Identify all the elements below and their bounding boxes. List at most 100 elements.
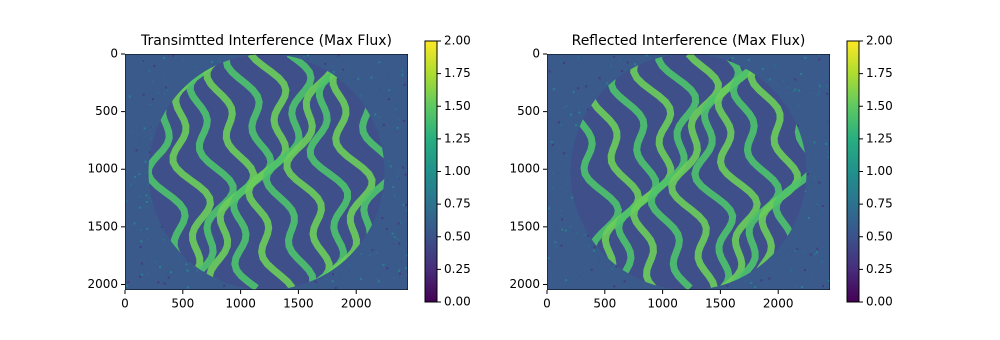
fringe	[183, 54, 237, 290]
noise	[382, 264, 385, 267]
noise	[162, 238, 165, 241]
noise	[578, 111, 581, 114]
noise	[560, 209, 563, 212]
noise	[381, 217, 384, 220]
noise	[791, 252, 794, 255]
noise	[168, 55, 171, 58]
noise	[815, 251, 818, 254]
noise	[144, 160, 147, 163]
noise	[196, 289, 199, 290]
noise	[150, 137, 153, 140]
noise	[405, 209, 408, 212]
noise	[813, 253, 816, 256]
noise	[374, 113, 377, 116]
noise	[398, 269, 401, 272]
noise	[802, 250, 805, 253]
noise	[185, 263, 188, 266]
noise	[126, 138, 129, 141]
noise	[786, 86, 789, 89]
panel: Reflected Interference (Max Flux) 0 500 100…	[509, 33, 892, 311]
noise	[342, 68, 345, 71]
noise	[196, 269, 199, 272]
noise	[324, 62, 327, 65]
noise	[401, 75, 404, 78]
noise	[397, 177, 400, 180]
noise	[332, 70, 335, 73]
noise	[822, 285, 825, 288]
noise	[170, 271, 173, 274]
noise	[125, 168, 128, 171]
colorbar-tick-label: 0.75	[444, 197, 471, 211]
noise	[827, 120, 830, 123]
noise	[378, 61, 381, 64]
noise	[816, 94, 819, 97]
noise	[726, 284, 729, 287]
noise	[612, 56, 615, 59]
noise	[593, 246, 596, 249]
noise	[162, 57, 165, 60]
noise	[811, 275, 814, 278]
colorbar	[424, 40, 438, 303]
noise	[797, 104, 800, 107]
noise	[562, 107, 565, 110]
noise	[816, 86, 819, 89]
noise	[401, 73, 404, 76]
noise	[816, 247, 819, 250]
noise	[548, 207, 551, 210]
colorbar-tick-label: 0.50	[866, 229, 893, 243]
noise	[397, 197, 400, 200]
colorbar-tick-label: 2.00	[866, 34, 893, 48]
noise	[565, 279, 568, 282]
noise	[815, 205, 818, 208]
noise	[818, 85, 821, 88]
noise	[370, 76, 373, 79]
noise	[181, 57, 184, 60]
noise	[809, 124, 812, 127]
noise	[809, 92, 812, 95]
noise	[583, 234, 586, 237]
noise	[818, 91, 821, 94]
noise	[575, 124, 578, 127]
noise	[397, 222, 400, 225]
noise	[147, 272, 150, 275]
noise	[557, 121, 560, 124]
colorbar-tick-label: 0.00	[866, 295, 893, 309]
noise	[337, 54, 340, 57]
noise	[790, 269, 793, 272]
noise	[178, 256, 181, 259]
noise	[827, 155, 830, 158]
x-tick-label: 0	[121, 297, 129, 311]
noise	[375, 251, 378, 254]
colorbar-tick-label: 1.00	[444, 164, 471, 178]
x-tick-label: 1500	[705, 297, 736, 311]
noise	[126, 200, 129, 203]
noise	[392, 243, 395, 246]
noise	[395, 130, 398, 133]
noise	[782, 79, 785, 82]
noise	[157, 281, 160, 284]
noise	[613, 285, 616, 288]
noise	[572, 91, 575, 94]
noise	[149, 215, 152, 218]
panel: Transimtted Interference (Max Flux) 0 500 1…	[87, 33, 470, 311]
noise	[565, 105, 568, 108]
noise	[807, 55, 810, 58]
noise	[731, 57, 734, 60]
noise	[214, 278, 217, 281]
noise	[223, 284, 226, 287]
noise	[579, 275, 582, 278]
noise	[172, 54, 175, 57]
noise	[813, 141, 816, 144]
noise	[816, 203, 819, 206]
noise	[577, 87, 580, 90]
noise	[147, 196, 150, 199]
noise	[591, 57, 594, 60]
noise	[193, 66, 196, 69]
noise	[787, 88, 790, 91]
noise	[306, 54, 309, 57]
noise	[381, 195, 384, 198]
noise	[621, 70, 624, 73]
noise	[807, 173, 810, 176]
noise	[139, 141, 142, 144]
noise	[157, 91, 160, 94]
